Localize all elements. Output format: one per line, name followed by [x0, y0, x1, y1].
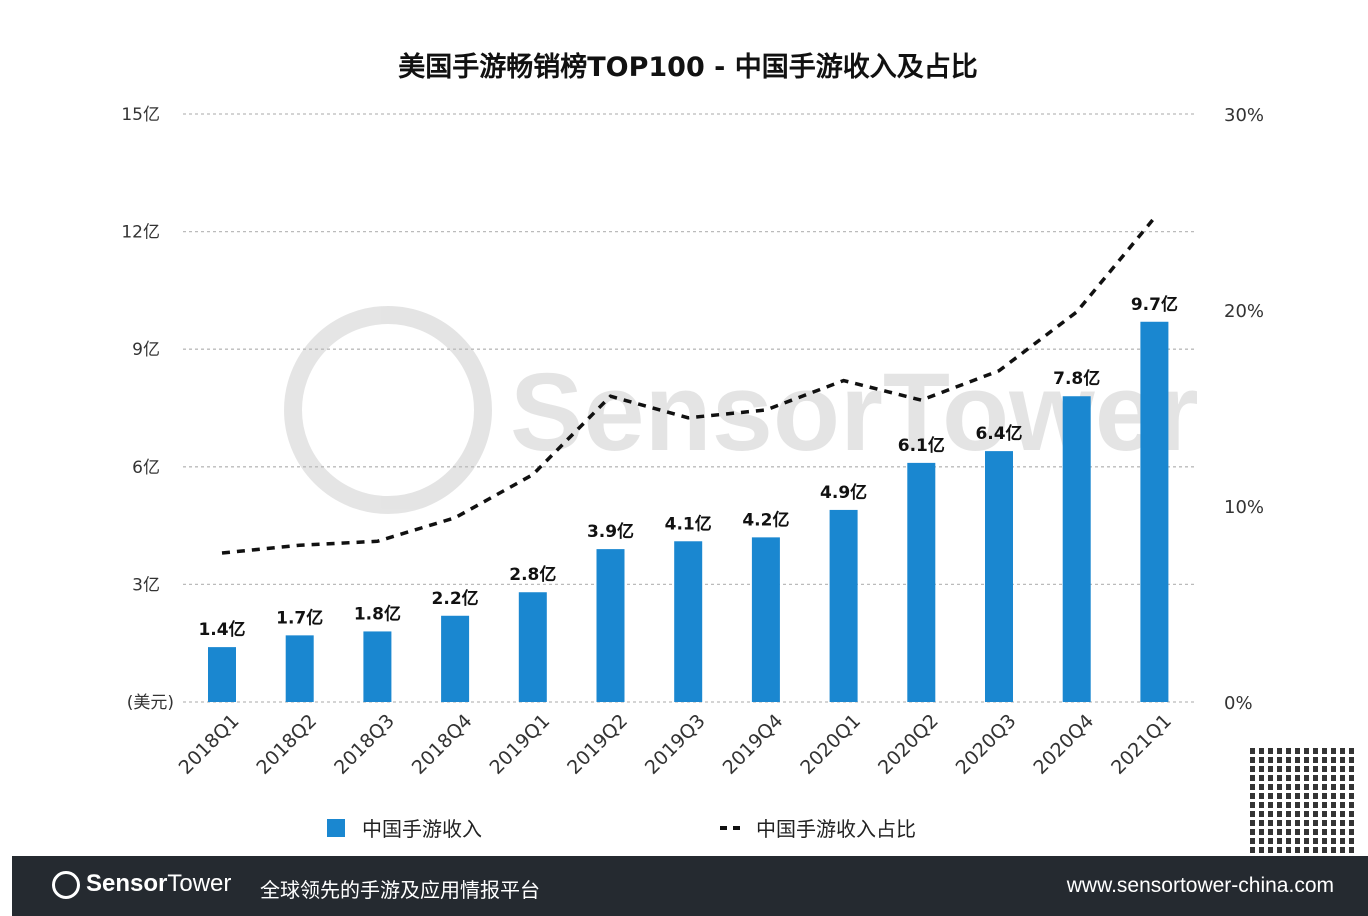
legend-bar-label: 中国手游收入 — [362, 817, 482, 841]
bar — [363, 631, 392, 702]
bar-data-label: 1.8亿 — [354, 603, 401, 624]
share-line — [221, 216, 1156, 555]
left-tick-label: 15亿 — [121, 105, 160, 125]
bar-data-label: 9.7亿 — [1131, 294, 1178, 315]
bar — [596, 549, 625, 702]
right-tick-label: 10% — [1224, 497, 1264, 518]
right-tick-label: 0% — [1224, 693, 1253, 714]
bar — [751, 537, 780, 702]
bar — [285, 635, 314, 702]
bar — [985, 451, 1013, 702]
bar — [674, 541, 703, 702]
bar — [1062, 396, 1091, 702]
left-tick-label: 9亿 — [132, 340, 160, 360]
x-tick-label: 2020Q2 — [874, 710, 943, 779]
footer: SensorTower 全球领先的手游及应用情报平台 www.sensortow… — [12, 856, 1368, 916]
bar-data-label: 4.9亿 — [820, 482, 867, 503]
chart: 美国手游畅销榜TOP100 - 中国手游收入及占比 SensorTower (美… — [121, 51, 1264, 841]
bar-data-label: 6.1亿 — [898, 435, 945, 456]
left-tick-label: 6亿 — [132, 458, 160, 478]
bar — [829, 509, 858, 702]
bar — [518, 592, 547, 702]
bar-data-label: 1.4亿 — [198, 619, 245, 640]
chart-title: 美国手游畅销榜TOP100 - 中国手游收入及占比 — [398, 51, 978, 83]
bar-data-label: 2.2亿 — [432, 588, 479, 609]
bar-data-label: 1.7亿 — [276, 607, 323, 628]
brand-light: Tower — [167, 870, 232, 897]
x-tick-label: 2018Q1 — [175, 710, 244, 779]
legend-bar-swatch — [327, 819, 345, 837]
footer-url: www.sensortower-china.com — [1066, 874, 1334, 897]
qr-code — [1250, 745, 1358, 853]
legend-line-label: 中国手游收入占比 — [756, 817, 916, 841]
x-tick-label: 2019Q3 — [641, 710, 710, 779]
left-tick-label: (美元) — [127, 693, 174, 713]
left-tick-label: 3亿 — [132, 575, 160, 595]
x-tick-label: 2019Q1 — [485, 710, 554, 779]
bar — [907, 462, 936, 702]
x-tick-label: 2020Q4 — [1029, 710, 1098, 779]
x-tick-label: 2019Q4 — [719, 710, 788, 779]
bar-data-label: 4.1亿 — [665, 513, 712, 534]
sensortower-logo-icon — [52, 870, 80, 899]
bar — [1140, 321, 1169, 702]
x-tick-label: 2018Q4 — [408, 710, 477, 779]
footer-brand: SensorTower — [52, 870, 231, 899]
x-tick-label: 2019Q2 — [563, 710, 632, 779]
brand-bold: Sensor — [86, 870, 168, 897]
bar-data-label: 6.4亿 — [975, 423, 1022, 444]
bar-data-label: 2.8亿 — [509, 564, 556, 585]
bar-data-label: 3.9亿 — [587, 521, 634, 542]
right-tick-label: 30% — [1224, 105, 1264, 126]
bar — [441, 615, 470, 702]
left-tick-label: 12亿 — [121, 223, 160, 243]
x-tick-label: 2018Q2 — [252, 710, 321, 779]
bar-data-label: 7.8亿 — [1053, 368, 1100, 389]
right-tick-label: 20% — [1224, 301, 1264, 322]
bar — [208, 647, 236, 702]
x-tick-label: 2021Q1 — [1107, 710, 1176, 779]
x-tick-label: 2020Q3 — [952, 710, 1021, 779]
x-tick-label: 2018Q3 — [330, 710, 399, 779]
footer-slogan: 全球领先的手游及应用情报平台 — [260, 878, 540, 902]
x-tick-label: 2020Q1 — [796, 710, 865, 779]
bar-data-label: 4.2亿 — [742, 509, 789, 530]
